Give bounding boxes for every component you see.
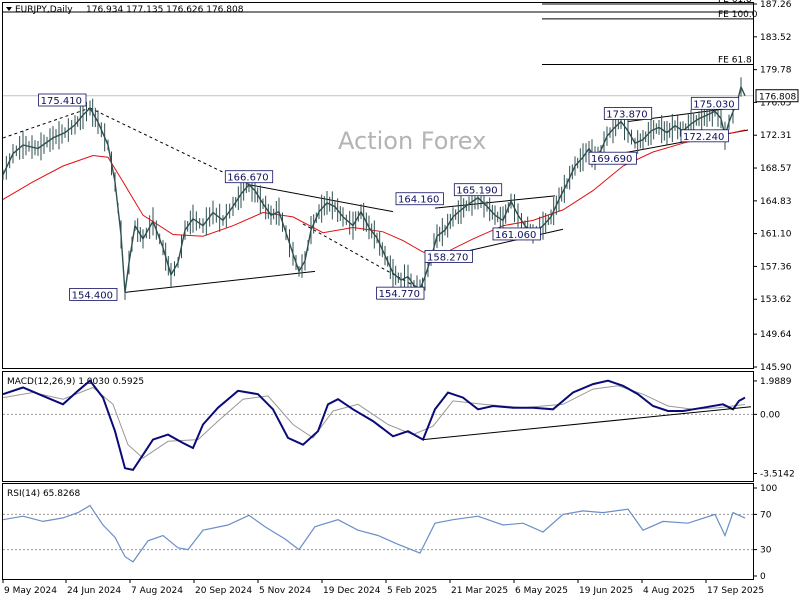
time-axis-label: 17 Sep 2025 <box>707 586 764 596</box>
annotation-box <box>690 96 740 110</box>
current-price-label: 176.808 <box>759 93 796 103</box>
price-axis-label: 179.78 <box>760 66 792 76</box>
time-axis-label: 5 Nov 2024 <box>259 586 311 596</box>
annotation-box <box>588 151 637 165</box>
fib-level-label: FE 61.8 <box>718 55 752 65</box>
annotation-box <box>453 183 503 197</box>
annotation-label: 161.060 <box>495 230 536 241</box>
time-axis-label: 5 Feb 2025 <box>387 586 437 596</box>
price-axis-label: 149.64 <box>760 330 792 340</box>
chart-ohlc: 176.934 177.135 176.626 176.808 <box>86 5 244 15</box>
price-axis-label: 168.57 <box>760 164 792 174</box>
annotation-label: 172.240 <box>683 132 724 143</box>
annotation-label: 154.400 <box>72 290 113 301</box>
rsi-axis-label: 30 <box>760 546 772 556</box>
time-axis-label: 21 Mar 2025 <box>451 586 508 596</box>
macd-title: MACD(12,26,9) 1.0030 0.5925 <box>7 377 144 387</box>
annotation-box <box>603 107 653 120</box>
price-axis-label: 172.31 <box>760 131 792 141</box>
current-price-box <box>755 89 799 103</box>
rsi-axis-label: 0 <box>760 572 766 582</box>
fib-level-label: FE 100.0 <box>718 10 758 20</box>
annotation-box <box>424 250 473 263</box>
annotation-label: 169.690 <box>591 154 632 165</box>
rsi-line <box>2 504 746 563</box>
annotation-label: 166.670 <box>227 173 268 184</box>
annotation-box <box>224 170 274 184</box>
annotation-box <box>395 192 444 206</box>
rsi-panel-frame <box>2 483 754 580</box>
macd-line <box>2 379 746 472</box>
annotation-box <box>69 287 118 301</box>
price-axis-label: 153.62 <box>760 295 792 305</box>
annotation-box <box>680 129 729 143</box>
time-axis-label: 19 Dec 2024 <box>323 586 381 596</box>
annotation-label: 175.030 <box>693 99 734 110</box>
annotation-box <box>492 227 541 241</box>
trend-line <box>302 223 421 290</box>
macd-signal-line <box>2 385 746 459</box>
price-axis-label: 157.36 <box>760 262 792 272</box>
trend-line <box>434 195 556 209</box>
macd-axis-label: 0.00 <box>760 410 780 420</box>
price-axis-label: 176.05 <box>760 98 792 108</box>
annotation-label: 154.770 <box>379 289 420 300</box>
time-axis-label: 20 Sep 2024 <box>195 586 252 596</box>
price-axis-label: 183.52 <box>760 33 792 43</box>
chart-symbol: EURJPY,Daily <box>15 5 73 15</box>
watermark: Action Forex <box>338 127 486 155</box>
trend-line <box>124 270 316 293</box>
annotation-label: 164.160 <box>398 195 439 206</box>
time-axis-label: 19 Jun 2025 <box>579 586 633 596</box>
fib-level-label: FE 61.8 <box>718 0 752 5</box>
rsi-axis-label: 100 <box>760 484 777 494</box>
price-axis-label: 161.10 <box>760 230 792 240</box>
annotation-box <box>38 93 87 107</box>
price-axis-label: 164.83 <box>760 197 792 207</box>
time-axis-label: 7 Aug 2024 <box>131 586 183 596</box>
price-panel-frame <box>2 2 754 369</box>
annotation-label: 165.190 <box>456 186 497 197</box>
annotation-label: 173.870 <box>606 110 647 121</box>
rsi-axis-label: 70 <box>760 510 772 520</box>
annotation-label: 175.410 <box>41 96 82 107</box>
annotation-box <box>376 286 425 300</box>
macd-panel-frame <box>2 371 754 482</box>
collapse-arrow-icon[interactable] <box>6 7 12 11</box>
time-axis-label: 6 May 2025 <box>515 586 568 596</box>
time-axis-label: 24 Jun 2024 <box>67 586 121 596</box>
price-axis-label: 145.90 <box>760 363 792 373</box>
annotation-label: 158.270 <box>427 252 468 263</box>
macd-axis-label: -3.5142 <box>760 470 795 480</box>
trend-line <box>248 184 394 213</box>
price-axis-label: 187.26 <box>760 0 792 10</box>
macd-axis-label: 1.9889 <box>760 377 792 387</box>
macd-trend-line <box>422 406 752 441</box>
time-axis-label: 4 Aug 2025 <box>643 586 695 596</box>
time-axis-label: 9 May 2024 <box>4 586 57 596</box>
rsi-title: RSI(14) 65.8268 <box>7 489 80 499</box>
